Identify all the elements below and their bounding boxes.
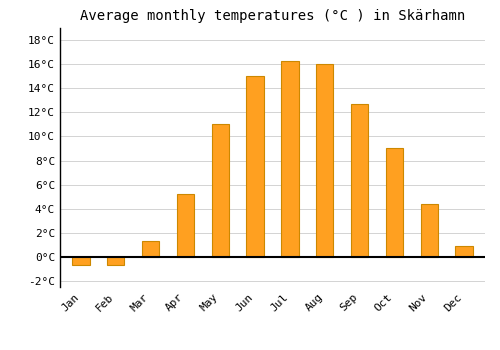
Bar (212, 124, 229, 257)
Bar (386, 148, 403, 257)
Bar (72, 257, 90, 265)
Bar (281, 61, 298, 257)
Bar (351, 104, 368, 257)
Bar (420, 204, 438, 257)
Bar (176, 194, 194, 257)
Bar (142, 241, 160, 257)
Title: Average monthly temperatures (°C ) in Skärhamn: Average monthly temperatures (°C ) in Sk… (80, 9, 465, 23)
Bar (316, 64, 334, 257)
Bar (456, 246, 473, 257)
Bar (107, 257, 124, 265)
Bar (246, 76, 264, 257)
